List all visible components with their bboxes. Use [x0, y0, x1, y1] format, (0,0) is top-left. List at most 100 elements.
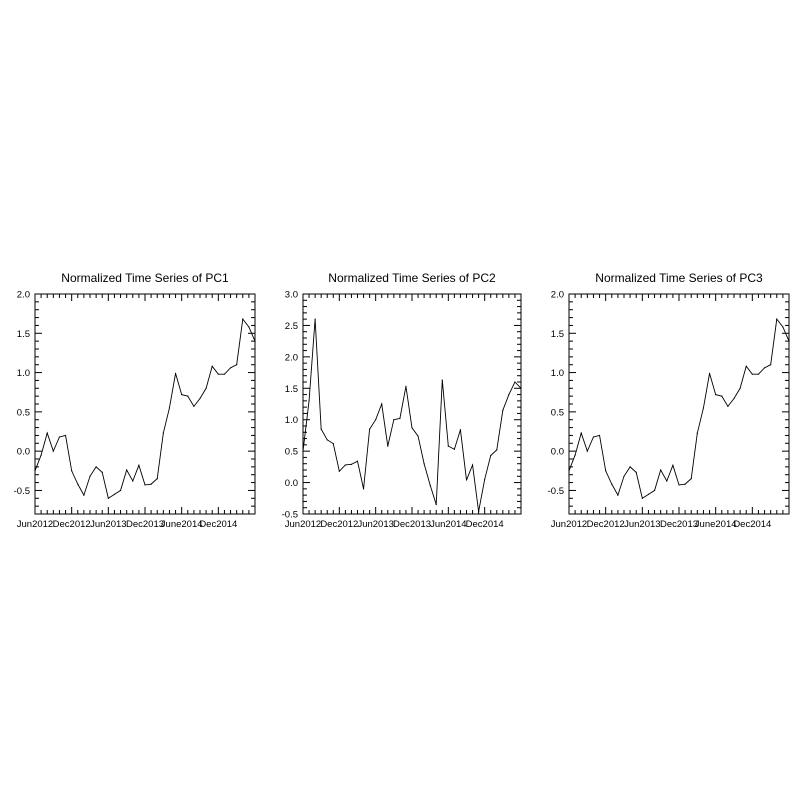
data-point — [362, 488, 365, 490]
data-point — [592, 436, 595, 438]
y-tick-label: 1.5 — [551, 329, 564, 340]
y-tick-label: -0.5 — [14, 486, 30, 497]
y-tick-label: 2.0 — [17, 290, 30, 301]
data-point — [763, 367, 766, 369]
data-point — [739, 387, 741, 389]
data-point — [678, 484, 680, 486]
data-point — [326, 439, 328, 441]
data-point — [248, 326, 250, 328]
chart-panel-pc1: Normalized Time Series of PC1 2.0 1.5 1.0 0.… — [14, 271, 256, 530]
data-point — [702, 407, 705, 409]
data-point — [770, 364, 772, 366]
data-point — [126, 469, 128, 471]
data-point — [568, 470, 570, 472]
data-point — [174, 372, 177, 374]
x-tick-label: Jun2013 — [624, 519, 660, 530]
data-point — [77, 483, 79, 485]
data-point — [727, 405, 729, 407]
data-point — [471, 464, 474, 466]
data-point — [605, 470, 607, 472]
data-point — [459, 429, 462, 431]
data-point — [254, 340, 256, 342]
data-point — [490, 454, 492, 457]
data-point — [647, 493, 650, 495]
data-point — [617, 494, 619, 496]
x-tick-label: Jun2012 — [551, 519, 587, 530]
y-tick-label: 2.0 — [551, 290, 564, 301]
data-point — [356, 460, 359, 462]
data-point — [514, 381, 516, 383]
data-point — [715, 393, 717, 396]
data-point — [574, 454, 576, 456]
data-point — [369, 428, 371, 430]
data-point — [52, 450, 54, 452]
plot-frame — [34, 293, 256, 515]
data-point — [782, 326, 784, 328]
data-point — [429, 484, 431, 486]
x-tick-label: Jun2012 — [285, 519, 321, 530]
y-tick-label: 0.5 — [285, 447, 298, 458]
data-point — [653, 489, 656, 492]
data-point — [660, 469, 662, 471]
chart-title: Normalized Time Series of PC1 — [61, 271, 229, 285]
y-tick-label: -0.5 — [282, 510, 298, 521]
y-tick-label: 2.5 — [285, 321, 298, 332]
data-point — [40, 454, 42, 456]
data-point — [217, 373, 219, 375]
data-point — [411, 427, 413, 429]
data-point — [89, 475, 91, 477]
data-point — [508, 393, 510, 396]
series-line — [302, 319, 522, 512]
y-tick-label: 0.0 — [285, 478, 298, 489]
data-point — [435, 503, 437, 506]
chart-title: Normalized Time Series of PC2 — [328, 271, 496, 285]
y-tick-label: 1.5 — [17, 329, 30, 340]
x-tick-label: Jun2014 — [430, 519, 466, 530]
data-point — [211, 365, 213, 367]
data-point — [623, 475, 625, 477]
y-tick-label: 0.5 — [551, 407, 564, 418]
data-point — [58, 436, 61, 438]
y-tick-label: 0.0 — [551, 447, 564, 458]
data-point — [399, 417, 401, 420]
data-point — [733, 397, 735, 400]
data-point — [314, 318, 316, 320]
data-point — [745, 365, 747, 367]
data-point — [393, 419, 395, 421]
chart-title: Normalized Time Series of PC3 — [595, 271, 763, 285]
data-point — [350, 463, 353, 465]
data-point — [138, 464, 140, 466]
x-tick-label: Dec2012 — [587, 519, 625, 530]
data-point — [229, 367, 232, 369]
data-point — [83, 494, 85, 496]
y-tick-label: 3.0 — [285, 290, 298, 301]
data-point — [721, 395, 723, 397]
data-point — [320, 428, 322, 430]
chart-panel-pc2: Normalized Time Series of PC2 3.0 2.5 2.0 1.… — [282, 271, 522, 530]
data-point — [242, 318, 244, 320]
data-point — [586, 450, 588, 452]
data-point — [757, 373, 760, 375]
data-point — [447, 445, 449, 447]
x-tick-label: Dec2014 — [199, 519, 237, 530]
data-point — [666, 480, 668, 482]
data-point — [635, 471, 637, 473]
data-point — [788, 340, 790, 342]
data-point — [236, 364, 238, 366]
data-point — [478, 510, 480, 513]
data-point — [776, 318, 778, 320]
data-point — [496, 449, 498, 451]
data-point — [187, 395, 189, 397]
data-point — [629, 466, 631, 468]
data-point — [332, 443, 334, 445]
data-point — [193, 405, 195, 407]
data-point — [708, 372, 711, 374]
x-tick-label: Dec2013 — [126, 519, 164, 530]
y-tick-label: -0.5 — [548, 486, 564, 497]
data-point — [690, 478, 692, 480]
plot-frame — [302, 293, 522, 515]
data-point — [641, 497, 643, 499]
data-point — [199, 397, 201, 400]
data-point — [95, 466, 97, 468]
x-tick-label: Dec2012 — [53, 519, 91, 530]
